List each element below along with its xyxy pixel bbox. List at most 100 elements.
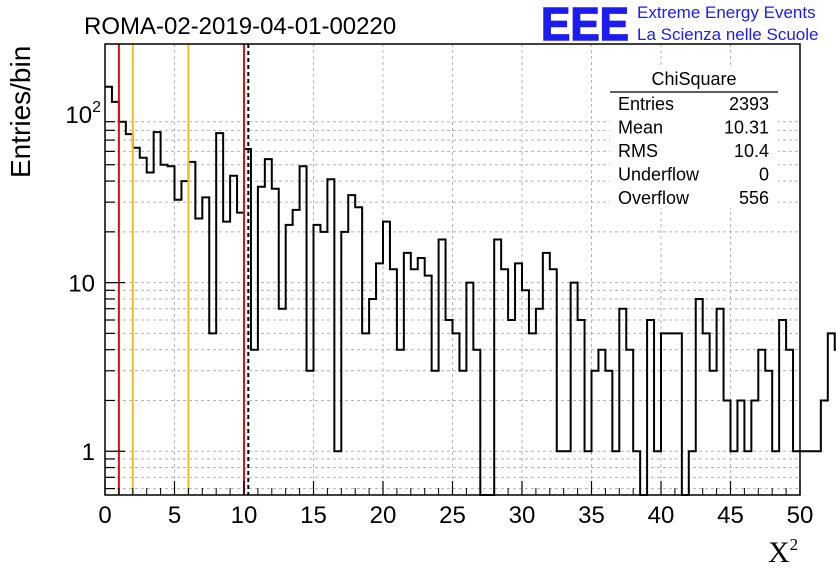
x-tick-label: 20 (370, 502, 397, 529)
histogram-bin (633, 451, 640, 495)
histogram-bin (661, 333, 668, 495)
histogram-bin (348, 195, 355, 495)
histogram-bin (230, 176, 237, 495)
histogram-bin (439, 240, 446, 495)
histogram-bin (425, 276, 432, 495)
histogram-bin (147, 172, 154, 495)
histogram-bin (557, 451, 564, 495)
y-tick-exponent: 2 (92, 99, 101, 116)
y-axis: 1 10 102 (65, 99, 125, 490)
logo-line-2: La Scienza nelle Scuole (637, 25, 818, 44)
x-axis: 0 5 10 15 20 25 30 35 40 45 50 (98, 481, 813, 529)
histogram-bin (181, 181, 188, 495)
x-tick-label: 0 (98, 502, 111, 529)
histogram-bin (265, 159, 272, 495)
histogram-bin (258, 187, 265, 495)
histogram-bin (133, 148, 140, 495)
eee-logo: EEE Extreme Energy Events La Scienza nel… (540, 0, 818, 51)
histogram-bin (404, 253, 411, 495)
histogram-bin (307, 371, 314, 495)
histogram-bin (758, 350, 765, 495)
histogram-bin (314, 225, 321, 495)
histogram-bin (626, 350, 633, 495)
histogram-bin (446, 320, 453, 495)
histogram-bin (751, 400, 758, 495)
histogram-bin (355, 207, 362, 495)
histogram-bin (786, 350, 793, 495)
histogram-bin (216, 133, 223, 495)
y-axis-label: Entries/bin (5, 46, 36, 178)
histogram-bin (140, 158, 147, 495)
histogram-bin (383, 222, 390, 495)
stats-name: ChiSquare (651, 69, 736, 89)
histogram-bin (279, 309, 286, 495)
histogram-bin (466, 283, 473, 495)
stats-value: 0 (759, 165, 769, 185)
y-tick-base: 10 (68, 271, 95, 298)
histogram-bin (390, 269, 397, 495)
histogram-bin (731, 451, 738, 495)
histogram-bin (605, 371, 612, 495)
histogram-bin (494, 240, 501, 495)
stats-label: Underflow (618, 165, 700, 185)
chart-title: ROMA-02-2019-04-01-00220 (84, 13, 396, 40)
stats-value: 2393 (729, 94, 769, 114)
histogram-bin (821, 400, 828, 495)
histogram-bin (612, 451, 619, 495)
logo-letters: EEE (541, 0, 629, 50)
logo-line-1: Extreme Energy Events (637, 3, 816, 22)
histogram-bin (744, 451, 751, 495)
histogram-bin (202, 197, 209, 495)
histogram-bin (550, 269, 557, 495)
histogram-bin (515, 263, 522, 495)
stats-value: 10.31 (724, 118, 769, 138)
x-tick-label: 45 (717, 502, 744, 529)
histogram-bin (779, 320, 786, 495)
histogram-bin (397, 350, 404, 495)
grid (105, 44, 800, 495)
histogram-bin (362, 333, 369, 495)
y-tick-base: 1 (82, 439, 95, 466)
histogram-bin (522, 290, 529, 495)
histogram-bin (696, 299, 703, 495)
histogram-bin (571, 283, 578, 495)
stats-value: 10.4 (734, 141, 769, 161)
histogram-bin (592, 371, 599, 495)
x-axis-label: X2 (768, 535, 798, 569)
histogram-bin (814, 451, 821, 495)
y-tick-label: 1 (82, 439, 95, 466)
histogram-bin (272, 189, 279, 495)
histogram-bin (119, 122, 126, 495)
histogram-bin (188, 162, 195, 495)
histogram-bin (209, 333, 216, 495)
histogram-bin (703, 333, 710, 495)
histogram-bin (369, 299, 376, 495)
histogram-bin (237, 213, 244, 495)
histogram-bin (418, 258, 425, 495)
histogram-bin (578, 320, 585, 495)
x-tick-label: 5 (168, 502, 181, 529)
histogram-bars (105, 85, 836, 496)
histogram-bin (710, 371, 717, 495)
x-tick-label: 25 (439, 502, 466, 529)
histogram-bin (376, 263, 383, 495)
stats-label: Mean (618, 118, 663, 138)
histogram-bin (175, 200, 182, 495)
histogram-bin (737, 400, 744, 495)
histogram-bin (473, 350, 480, 495)
x-tick-label: 10 (231, 502, 258, 529)
histogram-bin (619, 309, 626, 495)
histogram-bin (195, 218, 202, 495)
histogram-bin (161, 165, 168, 495)
histogram-bin (647, 320, 654, 495)
y-tick-label: 102 (65, 99, 101, 129)
histogram-bin (223, 222, 230, 495)
histogram-bin (508, 320, 515, 495)
histogram-bin (675, 333, 682, 495)
x-tick-label: 15 (300, 502, 327, 529)
histogram-bin (459, 371, 466, 495)
histogram-bin (154, 132, 161, 495)
histogram-bin (564, 451, 571, 495)
histogram-bin (668, 333, 675, 495)
histogram-outline (105, 85, 836, 496)
